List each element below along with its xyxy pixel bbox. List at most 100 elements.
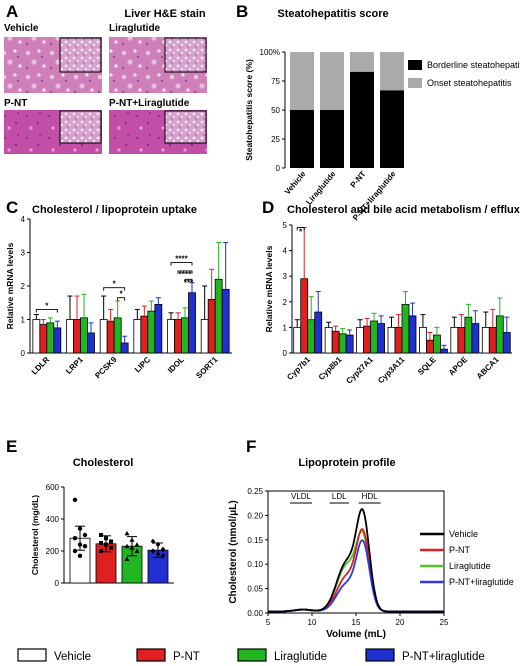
- data-point: [99, 549, 103, 553]
- y-tick-label: 0.20: [247, 511, 263, 520]
- x-category-label: LRP1: [64, 355, 85, 376]
- bar-p-nt-liraglutide: [154, 304, 163, 354]
- bar-liraglutide: [214, 278, 223, 354]
- bar-p-nt-liraglutide: [87, 332, 95, 354]
- significance-bracket: [170, 262, 193, 266]
- data-point: [129, 537, 135, 542]
- x-tick-label: 25: [440, 618, 449, 627]
- panel-a-letter: A: [6, 2, 18, 21]
- significance-label: *: [120, 290, 124, 299]
- bar-borderline: [320, 110, 344, 168]
- bar-p-nt-liraglutide: [502, 332, 511, 354]
- x-category-label: Cyp8b1: [317, 355, 344, 382]
- bar-liraglutide: [181, 317, 189, 354]
- significance-bracket: [184, 278, 193, 283]
- y-tick-label: 0: [21, 349, 26, 358]
- x-category-label: Liraglutide: [304, 169, 338, 207]
- data-point: [160, 553, 166, 559]
- y-tick-label: 3: [21, 249, 26, 258]
- panel-c-letter: C: [6, 198, 18, 217]
- data-point: [150, 548, 156, 554]
- data-point: [124, 556, 130, 561]
- y-tick-label: 0.05: [247, 585, 263, 594]
- legend-label: P-NT: [173, 651, 200, 663]
- data-point: [99, 541, 103, 545]
- data-point: [99, 533, 103, 537]
- bar-liraglutide: [338, 333, 347, 354]
- he-inset-pnt: [59, 110, 102, 144]
- x-category-label: Vehicle: [283, 169, 308, 196]
- chart-f: F Lipoprotein profile 5 10 15 20 25 0.00 0.05 0.1…: [228, 437, 514, 640]
- data-point: [134, 542, 140, 547]
- data-point: [129, 545, 135, 550]
- bar-onset: [380, 52, 404, 91]
- bar-borderline: [380, 90, 404, 168]
- significance-label: ***: [184, 278, 194, 287]
- bar-p-nt: [140, 315, 149, 354]
- x-category-label: Cyp3A11: [376, 355, 407, 386]
- data-point: [124, 530, 130, 536]
- y-tick-label: 3: [283, 272, 288, 281]
- panel-b-letter: B: [236, 2, 248, 21]
- significance-label: *: [113, 280, 117, 289]
- bar-onset: [290, 52, 314, 110]
- data-point: [104, 542, 108, 547]
- bar-liraglutide: [464, 316, 473, 354]
- data-point: [82, 544, 88, 549]
- chart-c: C Cholesterol / lipoprotein uptake 0 1 2 3 4 Re…: [5, 198, 232, 380]
- significance-bracket: [35, 309, 58, 313]
- bar-p-nt: [426, 339, 434, 354]
- legend-swatch: [17, 648, 47, 662]
- data-point: [77, 553, 83, 558]
- bar-p-nt-liraglutide: [314, 311, 323, 354]
- significance-bracket: [177, 270, 193, 274]
- legend-label: P-NT+liraglutide: [402, 651, 485, 663]
- panel-a-title: Liver H&E stain: [124, 8, 206, 20]
- bar-liraglutide: [147, 310, 156, 354]
- bar-vehicle: [133, 319, 142, 354]
- bar-liraglutide: [401, 303, 410, 354]
- data-point: [109, 545, 113, 550]
- chart-title: Steatohepatitis score: [277, 8, 388, 20]
- bar-p-nt: [39, 324, 48, 354]
- y-axis-label: Cholesterol (nmol/μL): [228, 500, 239, 603]
- bar-liraglutide: [113, 317, 122, 354]
- bar-vehicle: [99, 319, 108, 354]
- legend-label: Onset steatohepatitis: [427, 78, 512, 88]
- y-axis-label: Relative mRNA levels: [264, 245, 274, 332]
- bar-p-nt: [207, 298, 216, 354]
- he-label-vehicle: Vehicle: [4, 23, 39, 34]
- chart-title: Cholesterol: [73, 457, 134, 469]
- he-inset-vehicle: [59, 37, 102, 73]
- legend-label: P-NT+liraglutide: [449, 577, 514, 587]
- he-label-pnt: P-NT: [4, 98, 27, 109]
- fraction-label: HDL: [362, 492, 379, 501]
- bar-vehicle: [387, 326, 396, 354]
- y-axis-label: Cholesterol (mg/dL): [30, 495, 40, 575]
- y-tick-label: 0: [276, 164, 281, 173]
- y-tick-label: 0: [283, 349, 288, 358]
- bar-borderline: [290, 110, 314, 168]
- bar-p-nt: [106, 320, 115, 354]
- x-category-label: P-NT: [349, 169, 368, 189]
- x-category-label: SORT1: [194, 355, 220, 381]
- x-tick-label: 15: [352, 618, 361, 627]
- legend-label: Vehicle: [449, 529, 478, 539]
- x-axis-label: Volume (mL): [326, 629, 386, 640]
- legend-swatch: [408, 78, 422, 88]
- he-label-liraglutide: Liraglutide: [109, 23, 161, 34]
- data-point: [72, 536, 78, 541]
- legend-label: Borderline steatohepatitis: [427, 60, 520, 70]
- bar-vehicle: [200, 319, 209, 354]
- y-tick-label: 2: [283, 298, 288, 307]
- series-line-p-nt: [268, 528, 444, 613]
- y-tick-label: 25: [271, 135, 280, 144]
- y-axis-label: Steatohepatitis score (%): [244, 59, 254, 161]
- bar-liraglutide: [370, 320, 378, 354]
- chart-title: Cholesterol and bile acid metabolism / e…: [287, 204, 520, 216]
- bar-p-nt-liraglutide: [377, 323, 385, 354]
- data-point: [109, 539, 113, 544]
- x-category-label: LIPC: [133, 355, 152, 374]
- data-point: [160, 546, 166, 553]
